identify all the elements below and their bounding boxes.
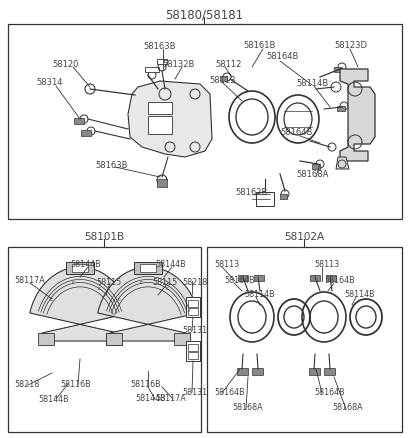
Text: 58164B: 58164B — [314, 387, 345, 396]
Bar — [74, 119, 84, 125]
Bar — [188, 352, 198, 359]
Text: c: c — [166, 285, 169, 290]
Bar — [148, 117, 172, 135]
Polygon shape — [128, 82, 212, 158]
Text: 58115: 58115 — [152, 277, 177, 286]
Text: 58123D: 58123D — [334, 41, 367, 50]
Text: 58218: 58218 — [14, 379, 39, 388]
Bar — [38, 333, 54, 345]
Text: 58144B: 58144B — [70, 259, 101, 268]
Text: 58113: 58113 — [214, 259, 239, 268]
Text: 58161B: 58161B — [243, 41, 275, 50]
Bar — [145, 68, 159, 73]
Text: 58102A: 58102A — [284, 231, 324, 241]
Bar — [186, 297, 200, 317]
Bar — [334, 68, 342, 73]
Bar — [174, 333, 190, 345]
Text: 58164B: 58164B — [214, 387, 245, 396]
Bar — [310, 276, 320, 281]
Text: 58116B: 58116B — [130, 379, 161, 388]
Bar — [186, 341, 200, 361]
Text: 58218: 58218 — [182, 277, 207, 286]
Polygon shape — [336, 158, 349, 170]
Bar — [326, 276, 336, 281]
Bar — [309, 368, 320, 375]
Bar — [106, 333, 122, 345]
Text: c: c — [140, 279, 143, 285]
Text: 58144B: 58144B — [155, 259, 186, 268]
Text: 58168A: 58168A — [232, 402, 263, 411]
Bar — [324, 368, 335, 375]
Bar — [280, 194, 287, 200]
Bar — [252, 368, 263, 375]
Text: 58164B: 58164B — [224, 276, 255, 284]
Text: 58132B: 58132B — [162, 60, 194, 69]
Text: 58131: 58131 — [182, 325, 207, 334]
Text: c: c — [118, 296, 120, 301]
Text: c: c — [98, 285, 100, 290]
Text: 58144B: 58144B — [38, 394, 69, 403]
Bar — [8, 25, 402, 219]
Bar — [337, 107, 345, 112]
Text: 58164B: 58164B — [280, 128, 313, 137]
Bar — [188, 344, 198, 351]
Text: 58114B: 58114B — [344, 290, 375, 298]
Bar — [157, 60, 167, 65]
Text: 58131: 58131 — [182, 387, 207, 396]
Bar — [237, 368, 248, 375]
Bar — [188, 300, 198, 307]
Polygon shape — [98, 268, 198, 341]
Bar — [220, 77, 227, 82]
Text: 58120: 58120 — [52, 60, 78, 69]
Text: 58180/58181: 58180/58181 — [165, 8, 243, 21]
Text: 58114B: 58114B — [244, 290, 275, 298]
Bar — [238, 276, 248, 281]
Bar — [66, 262, 94, 274]
Text: 58163B: 58163B — [95, 161, 127, 170]
Polygon shape — [30, 268, 130, 341]
Polygon shape — [340, 70, 375, 162]
Text: 58115: 58115 — [96, 277, 121, 286]
Bar — [72, 265, 88, 272]
Text: 58162B: 58162B — [235, 187, 267, 197]
Text: 58116B: 58116B — [60, 379, 91, 388]
Text: 58168A: 58168A — [332, 402, 363, 411]
Text: 58117A: 58117A — [155, 393, 186, 402]
Bar — [8, 247, 201, 432]
Text: 58112: 58112 — [215, 60, 242, 69]
Text: 58314: 58314 — [36, 78, 62, 87]
Text: 58144B: 58144B — [135, 393, 166, 402]
Text: 58163B: 58163B — [143, 42, 175, 51]
Bar — [256, 193, 274, 207]
Text: 58113: 58113 — [314, 259, 339, 268]
Bar — [312, 165, 320, 170]
Bar — [207, 247, 402, 432]
Bar — [134, 262, 162, 274]
Text: 58164B: 58164B — [324, 276, 355, 284]
Text: c: c — [72, 279, 75, 285]
Text: 58117A: 58117A — [14, 276, 45, 284]
Text: 58168A: 58168A — [296, 170, 328, 179]
Text: 58164B: 58164B — [266, 52, 298, 61]
Bar — [157, 180, 167, 187]
Text: c: c — [49, 296, 52, 301]
Text: 58114B: 58114B — [296, 79, 328, 88]
Bar — [188, 308, 198, 315]
Bar — [254, 276, 264, 281]
Text: 58113: 58113 — [209, 76, 235, 85]
Text: 58101B: 58101B — [84, 231, 124, 241]
Bar — [140, 265, 156, 272]
Bar — [148, 103, 172, 115]
Bar — [81, 131, 91, 137]
Bar — [106, 333, 122, 345]
